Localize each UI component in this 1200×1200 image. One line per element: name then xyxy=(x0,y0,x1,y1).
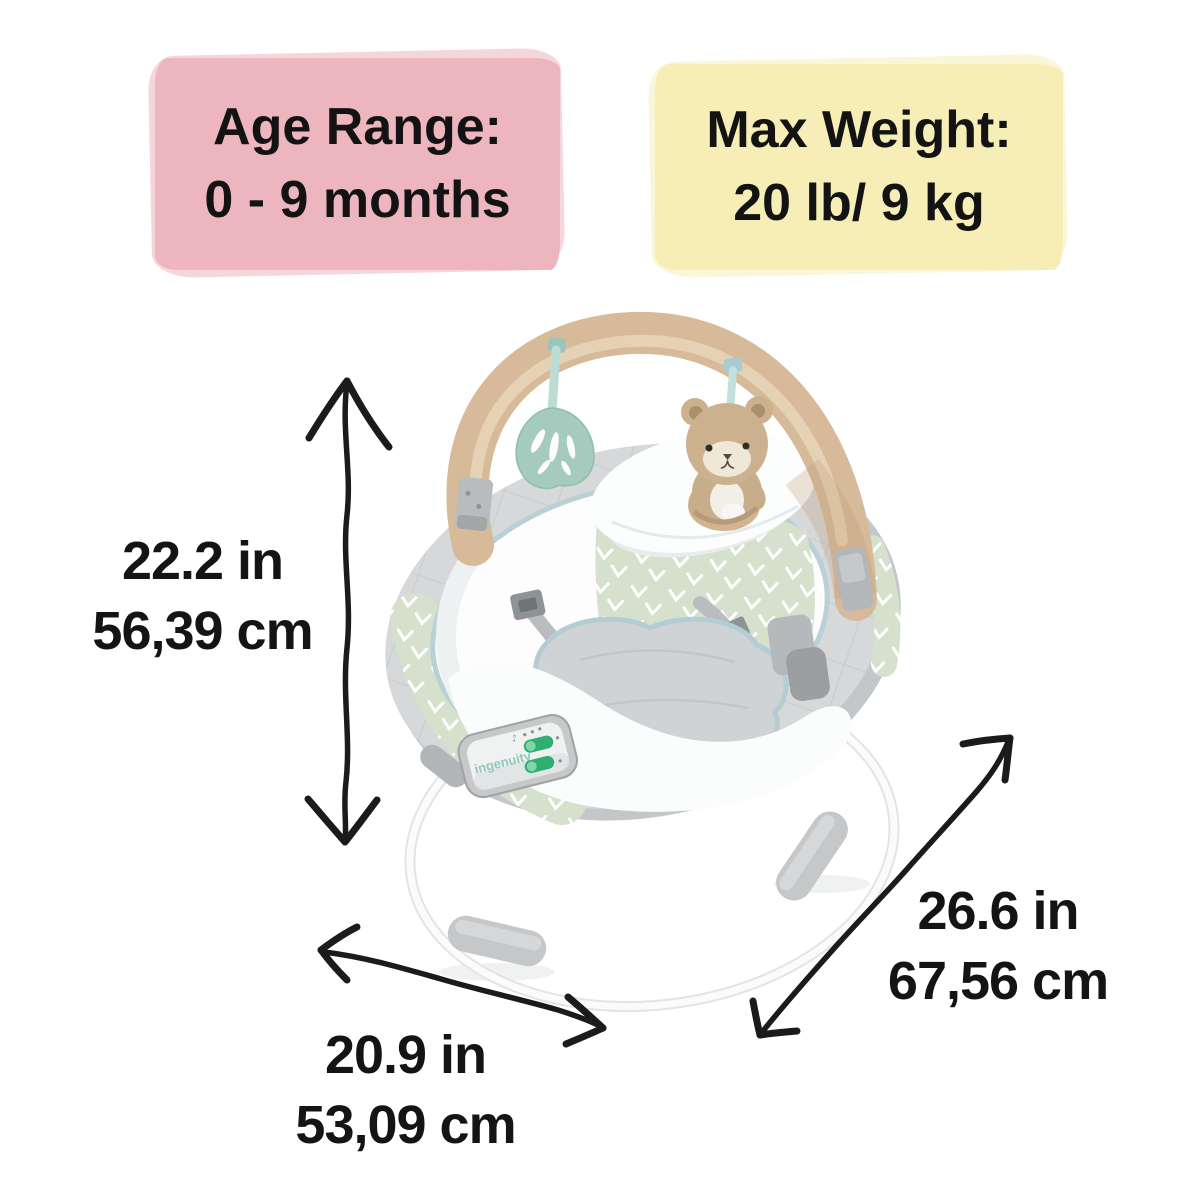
age-range-title: Age Range: xyxy=(213,98,502,156)
leaf-strap xyxy=(547,345,561,417)
vibration-slider[interactable] xyxy=(522,734,554,754)
svg-text:♪: ♪ xyxy=(510,734,518,745)
bear-paw-right xyxy=(744,482,766,510)
control-panel: ingenuity ♪ xyxy=(457,714,578,799)
panel-icons: ♪ xyxy=(510,727,562,763)
width-imperial: 26.6 in xyxy=(917,881,1079,941)
width-dimension-label: 26.6 in 67,56 cm xyxy=(848,876,1148,1016)
depth-imperial: 20.9 in xyxy=(324,1025,487,1085)
age-range-value: 0 - 9 months xyxy=(204,171,511,229)
height-arrow xyxy=(304,377,393,846)
bear-nose xyxy=(723,454,732,460)
sage-band-right xyxy=(859,535,901,677)
music-slider[interactable] xyxy=(523,755,555,775)
bear-strap-clip xyxy=(723,357,743,373)
foot-pad-right xyxy=(776,811,848,901)
bear-eye-left xyxy=(705,444,713,452)
toy-bar-clip-left xyxy=(454,476,494,532)
height-imperial: 22.2 in xyxy=(121,531,284,591)
depth-dimension-label: 20.9 in 53,09 cm xyxy=(258,1020,553,1160)
height-metric: 56,39 cm xyxy=(92,601,313,661)
harness-buckle-left xyxy=(510,589,546,621)
bear-ring-front xyxy=(692,506,759,525)
recline-handle xyxy=(420,744,468,788)
dimension-arrows xyxy=(304,377,1014,1048)
width-metric: 67,56 cm xyxy=(887,951,1109,1011)
foot-pads xyxy=(447,811,848,967)
height-dimension-label: 22.2 in 56,39 cm xyxy=(60,526,345,666)
foot-pad-left xyxy=(447,915,547,967)
bear-mouth xyxy=(720,460,735,469)
bear-eye-right xyxy=(742,442,750,450)
max-weight-value: 20 lb/ 9 kg xyxy=(733,174,985,232)
leaf-toy xyxy=(515,337,595,490)
toy-bar xyxy=(446,311,877,621)
bear-toy xyxy=(681,357,773,531)
vibration-unit xyxy=(786,647,830,701)
width-arrow xyxy=(749,734,1014,1039)
pillow-crease xyxy=(611,504,799,540)
max-weight-badge: Max Weight: 20 lb/ 9 kg xyxy=(655,64,1063,270)
bear-paw-left xyxy=(688,486,710,514)
toy-bar-highlight xyxy=(469,334,848,546)
max-weight-title: Max Weight: xyxy=(706,101,1012,159)
depth-arrow xyxy=(317,923,607,1048)
bouncer-illustration: ingenuity ♪ xyxy=(385,311,901,1013)
depth-metric: 53,09 cm xyxy=(295,1095,516,1155)
age-range-badge: Age Range: 0 - 9 months xyxy=(155,58,560,270)
toy-bar-clip-right xyxy=(833,546,874,612)
leaf-slots xyxy=(530,429,576,476)
